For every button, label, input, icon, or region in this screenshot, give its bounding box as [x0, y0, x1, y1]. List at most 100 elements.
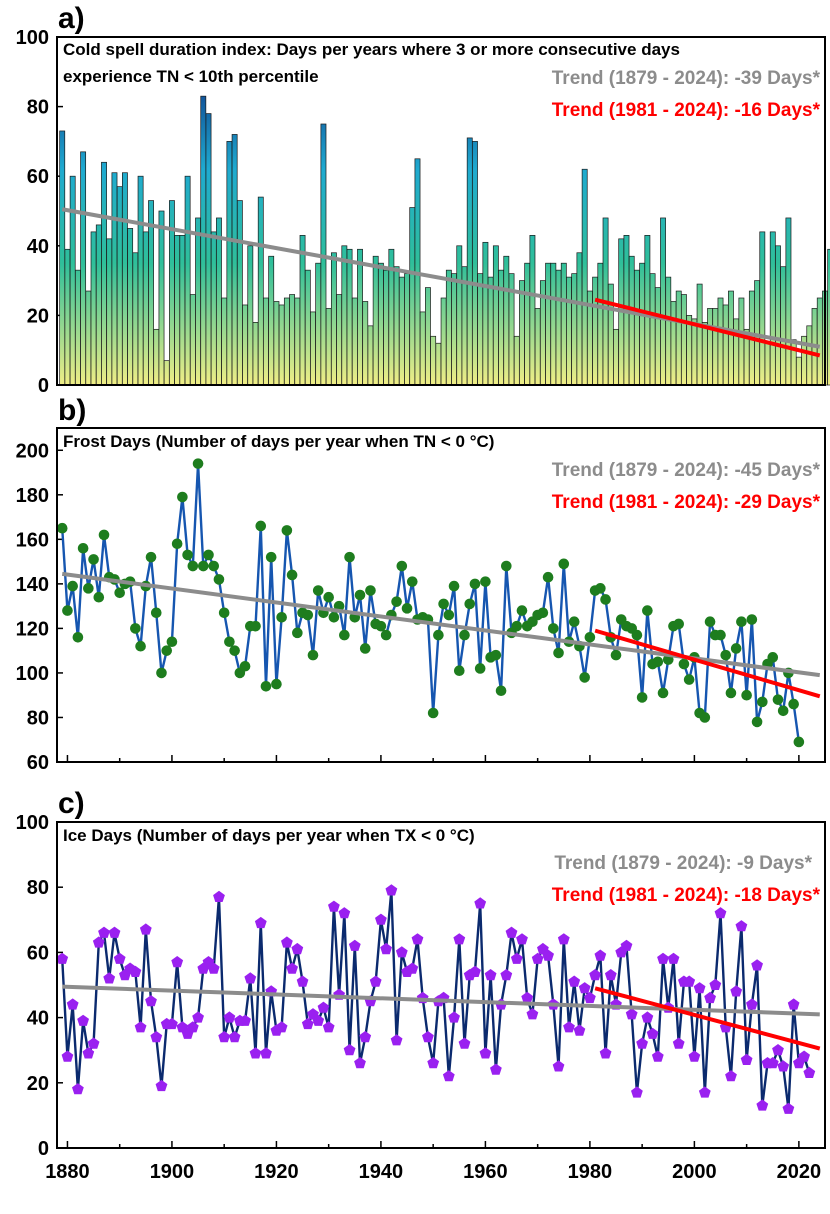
- data-point: [772, 694, 784, 705]
- bar: [330, 252, 337, 386]
- bar: [607, 283, 614, 386]
- bar: [780, 266, 787, 386]
- data-point: [177, 491, 188, 503]
- bar: [628, 255, 635, 386]
- data-point: [134, 1021, 147, 1033]
- panel-b-trend-recent-label: Trend (1981 - 2024): -29 Days*: [552, 492, 821, 513]
- bar: [435, 342, 442, 386]
- trend-line-recent: [594, 297, 821, 358]
- data-point: [673, 618, 685, 630]
- data-point: [427, 707, 439, 719]
- data-point: [328, 611, 340, 623]
- data-point: [501, 560, 512, 572]
- data-point: [704, 991, 716, 1004]
- data-point: [798, 1050, 810, 1062]
- y-tick-label: 60: [27, 166, 49, 188]
- data-point: [113, 952, 126, 964]
- data-point: [171, 538, 183, 550]
- bar: [148, 200, 154, 386]
- bar: [440, 297, 447, 386]
- bar: [69, 175, 76, 386]
- bar: [634, 269, 640, 386]
- data-point: [359, 1031, 372, 1043]
- data-point: [631, 629, 643, 641]
- data-point: [83, 583, 94, 594]
- bar: [367, 325, 374, 386]
- data-point: [93, 591, 105, 603]
- bar: [195, 217, 201, 386]
- panel-a-label: a): [58, 2, 85, 35]
- data-point: [359, 643, 371, 654]
- bar: [477, 273, 484, 386]
- bar: [639, 262, 646, 386]
- trend-line-recent: [594, 628, 821, 699]
- data-point: [343, 1044, 356, 1056]
- data-point: [516, 605, 528, 616]
- data-point: [678, 658, 690, 670]
- data-point: [406, 962, 419, 974]
- data-point: [82, 1047, 95, 1059]
- bar: [111, 172, 118, 386]
- bar: [216, 217, 222, 386]
- bar: [163, 360, 170, 386]
- bar: [707, 308, 713, 386]
- y-tick-label: 140: [16, 574, 49, 596]
- data-point: [589, 969, 601, 981]
- bar: [268, 255, 275, 386]
- data-point: [66, 998, 79, 1010]
- data-point: [510, 952, 523, 964]
- data-point: [250, 620, 261, 632]
- panel-a-frame: [56, 36, 826, 386]
- bar: [179, 235, 186, 386]
- data-point: [229, 645, 240, 656]
- bar: [451, 273, 457, 386]
- data-point: [736, 616, 747, 628]
- data-point: [480, 576, 491, 587]
- data-point: [286, 569, 298, 581]
- data-point: [354, 589, 366, 601]
- data-point: [265, 551, 277, 563]
- data-point: [548, 623, 559, 634]
- bar: [80, 151, 87, 386]
- data-point: [276, 611, 287, 623]
- data-point: [459, 629, 470, 641]
- data-point: [380, 942, 392, 955]
- data-point: [453, 665, 465, 677]
- data-point: [756, 1099, 769, 1111]
- bar: [445, 269, 452, 386]
- data-point: [260, 1047, 272, 1059]
- data-point: [636, 1037, 648, 1049]
- bar: [728, 290, 734, 386]
- bar: [226, 141, 233, 386]
- bar: [383, 269, 390, 386]
- bar: [555, 269, 562, 386]
- bar: [764, 342, 771, 386]
- x-tick-label: 1980: [568, 1161, 613, 1183]
- bar: [785, 217, 792, 386]
- bar: [696, 283, 703, 386]
- y-tick-label: 40: [27, 236, 49, 258]
- y-tick-label: 0: [38, 375, 49, 397]
- x-tick-label: 1900: [150, 1161, 195, 1183]
- data-point: [61, 1050, 74, 1062]
- data-point: [135, 640, 146, 652]
- data-point: [145, 995, 157, 1007]
- panel-a-title-line-2: experience TN < 10th percentile: [63, 67, 319, 86]
- bar: [278, 304, 285, 386]
- bar: [654, 287, 661, 386]
- data-point: [156, 667, 167, 679]
- data-point: [474, 897, 487, 909]
- y-tick-label: 60: [27, 942, 49, 964]
- data-point: [213, 890, 225, 902]
- bar: [351, 297, 358, 386]
- data-point: [281, 936, 293, 948]
- data-point: [767, 652, 779, 663]
- data-point: [766, 1057, 779, 1069]
- data-point: [448, 1011, 460, 1023]
- data-point: [557, 933, 570, 945]
- bar: [560, 262, 567, 386]
- data-point: [161, 645, 173, 656]
- data-point: [620, 939, 633, 951]
- y-tick-label: 0: [38, 1138, 49, 1160]
- bar: [738, 297, 745, 386]
